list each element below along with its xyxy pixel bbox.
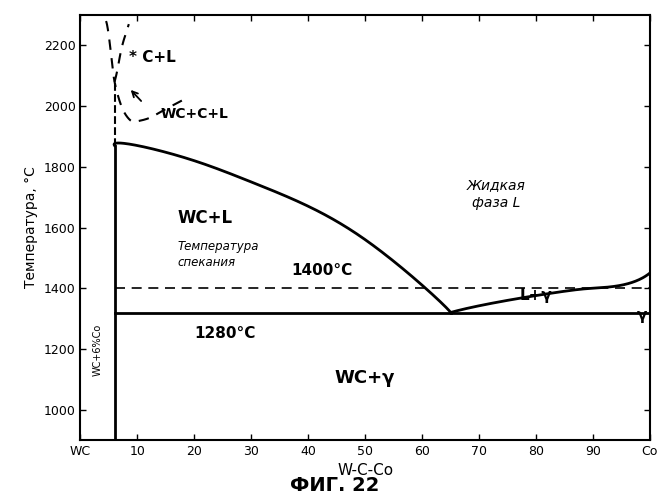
Text: * C+L: * C+L	[129, 50, 176, 65]
Text: WC+L: WC+L	[177, 210, 232, 228]
Text: 1400°C: 1400°C	[291, 262, 352, 278]
Text: Жидкая
фаза L: Жидкая фаза L	[467, 178, 525, 210]
Text: 1280°C: 1280°C	[194, 326, 256, 342]
Text: ФИГ. 22: ФИГ. 22	[290, 476, 380, 495]
Y-axis label: Температура, °C: Температура, °C	[24, 166, 38, 288]
X-axis label: W-C-Co: W-C-Co	[337, 464, 393, 478]
Text: L+γ: L+γ	[520, 288, 552, 304]
Text: WC+γ: WC+γ	[335, 369, 395, 387]
Text: Температура
спекания: Температура спекания	[177, 240, 259, 270]
Text: WC+6%Co: WC+6%Co	[92, 324, 103, 376]
Text: γ: γ	[636, 308, 647, 323]
Text: WC+C+L: WC+C+L	[160, 106, 228, 120]
